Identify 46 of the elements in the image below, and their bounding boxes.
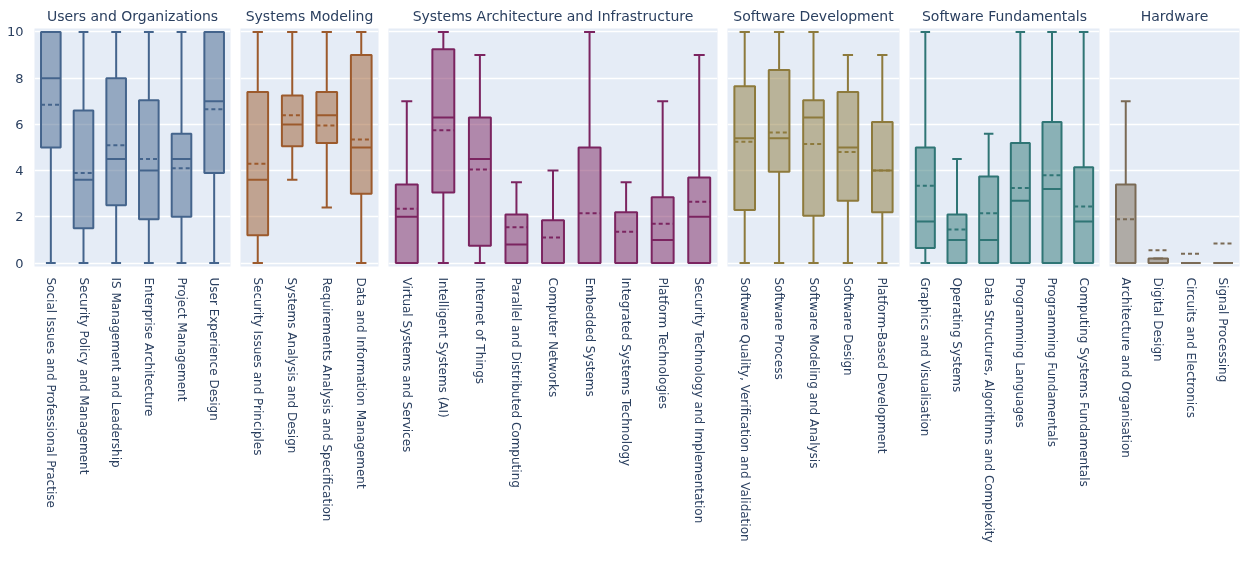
x-tick-label: Platform-Based Development [875, 277, 890, 454]
x-tick-label: Internet of Things [472, 277, 487, 385]
x-tick-label: Intelligent Systems (AI) [436, 277, 451, 418]
y-tick-label: 8 [15, 70, 24, 86]
x-tick-label: Software Design [840, 277, 855, 376]
x-tick-label: Programming Fundamentals [1045, 277, 1059, 447]
chart-title: Systems Architecture and Infrastructure [412, 7, 694, 24]
x-tick-label: Software Modeling and Analysis [806, 277, 821, 469]
x-tick-label: Embedded Systems [582, 277, 597, 397]
y-tick-label: 0 [15, 255, 24, 271]
x-tick-label: Integrated Systems Technology [619, 277, 634, 467]
x-tick-label: Security Issues and Principles [250, 277, 265, 456]
y-tick-label: 2 [15, 209, 24, 225]
x-tick-label: IS Management and Leadership [109, 277, 124, 468]
x-tick-label: User Experience Design [207, 277, 222, 421]
x-tick-label: Architecture and Organisation [1118, 277, 1133, 458]
x-tick-label: Programming Languages [1013, 277, 1028, 428]
x-tick-label: Signal Processing [1216, 277, 1231, 383]
chart-title: Users and Organizations [46, 7, 219, 24]
x-tick-label: Data and Information Management [354, 277, 369, 489]
x-tick-label: Computer Networks [546, 277, 560, 398]
x-tick-label: Operating Systems [950, 277, 964, 393]
chart-title: Systems Modeling [245, 7, 374, 24]
x-tick-label: Requirements Analysis and Specification [319, 277, 334, 522]
x-tick-label: Software Process [772, 277, 787, 380]
x-tick-label: Virtual Systems and Services [399, 277, 414, 453]
x-tick-label: Digital Design [1151, 277, 1166, 362]
x-tick-label: Security Technology and Implementation [692, 277, 707, 524]
chart-title: Software Development [733, 7, 895, 24]
x-tick-label: Graphics and Visualisation [918, 277, 933, 437]
y-tick-label: 4 [15, 163, 24, 179]
x-tick-label: Project Management [174, 277, 189, 402]
x-tick-label: Enterprise Architecture [141, 277, 156, 417]
x-tick-label: Computing Systems Fundamentals [1076, 277, 1091, 487]
y-tick-label: 6 [15, 116, 24, 132]
x-tick-label: Circuits and Electronics [1183, 277, 1198, 418]
x-tick-label: Systems Analysis and Design [285, 277, 300, 454]
y-tick-label: 10 [6, 24, 24, 40]
x-tick-label: Security Policy and Management [76, 277, 91, 475]
x-tick-label: Social Issues and Professional Practise [43, 277, 58, 508]
chart-title: Hardware [1140, 7, 1209, 24]
x-tick-label: Software Quality, Verification and Validation [737, 277, 752, 542]
chart-title: Software Fundamentals [921, 7, 1088, 24]
x-tick-label: Platform Technologies [655, 277, 670, 410]
x-tick-label: Parallel and Distributed Computing [509, 277, 524, 488]
x-tick-label: Data Structures, Algorithms and Complexity [981, 277, 996, 543]
